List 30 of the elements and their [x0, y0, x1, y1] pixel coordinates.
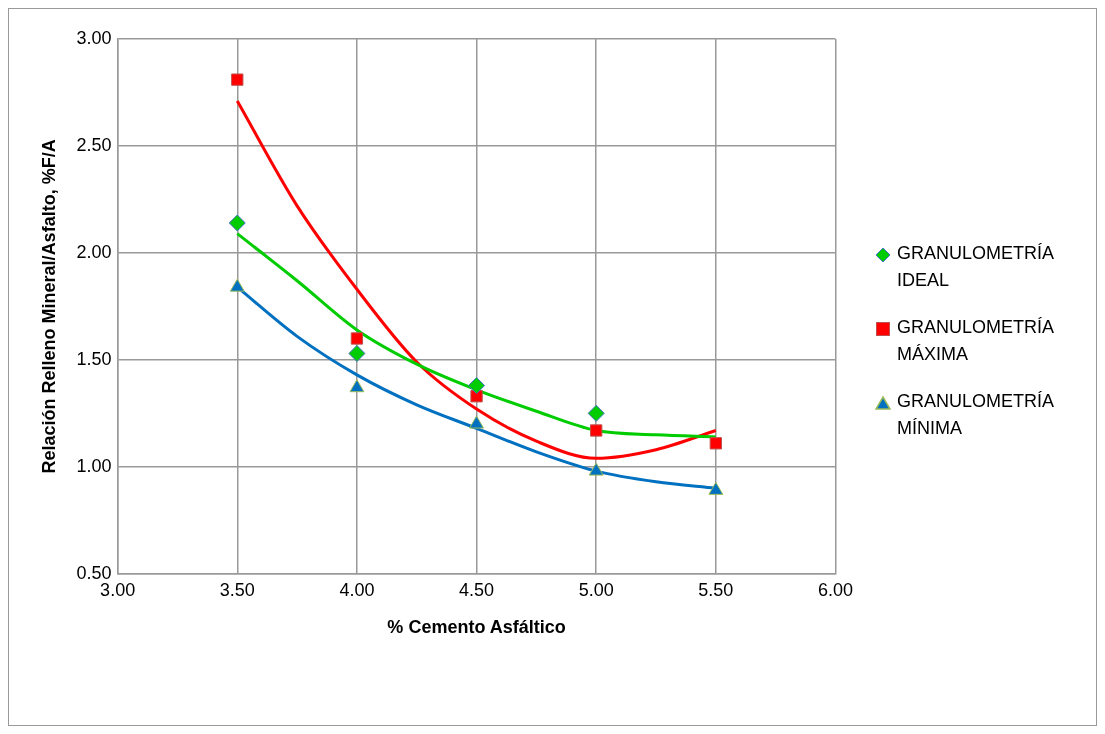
point	[587, 404, 605, 422]
y-axis-title: Relación Relleno Mineral/Asfalto, %F/A	[38, 139, 59, 474]
legend-label: GRANULOMETRÍA MÁXIMA	[897, 316, 1055, 366]
x-axis-title: % Cemento Asfáltico	[387, 617, 566, 638]
point	[469, 415, 484, 429]
point	[709, 437, 722, 450]
y-tick-label: 2.00	[76, 241, 112, 262]
legend-label: GRANULOMETRÍA IDEAL	[897, 242, 1055, 292]
point	[228, 214, 246, 232]
line-series	[235, 99, 718, 460]
point	[708, 481, 724, 495]
x-tick-label: 6.00	[817, 579, 854, 600]
x-tick-label: 5.00	[578, 579, 614, 600]
point	[350, 332, 364, 345]
point	[231, 73, 244, 86]
point	[590, 424, 603, 437]
point	[349, 379, 365, 393]
point	[468, 377, 486, 395]
legend-label: GRANULOMETRÍA MÍNIMA	[897, 390, 1055, 440]
x-tick-label: 5.50	[698, 579, 734, 600]
y-tick-label: 1.00	[76, 455, 112, 476]
x-tick-label: 3.50	[219, 579, 255, 600]
x-tick-label: 4.00	[339, 579, 375, 600]
point	[229, 278, 245, 292]
y-tick-label: 1.50	[76, 348, 112, 369]
y-tick-label: 3.00	[76, 27, 112, 48]
x-tick-label: 4.50	[459, 579, 495, 600]
point	[348, 344, 366, 362]
y-tick-label: 2.50	[76, 134, 112, 155]
point	[588, 462, 604, 476]
